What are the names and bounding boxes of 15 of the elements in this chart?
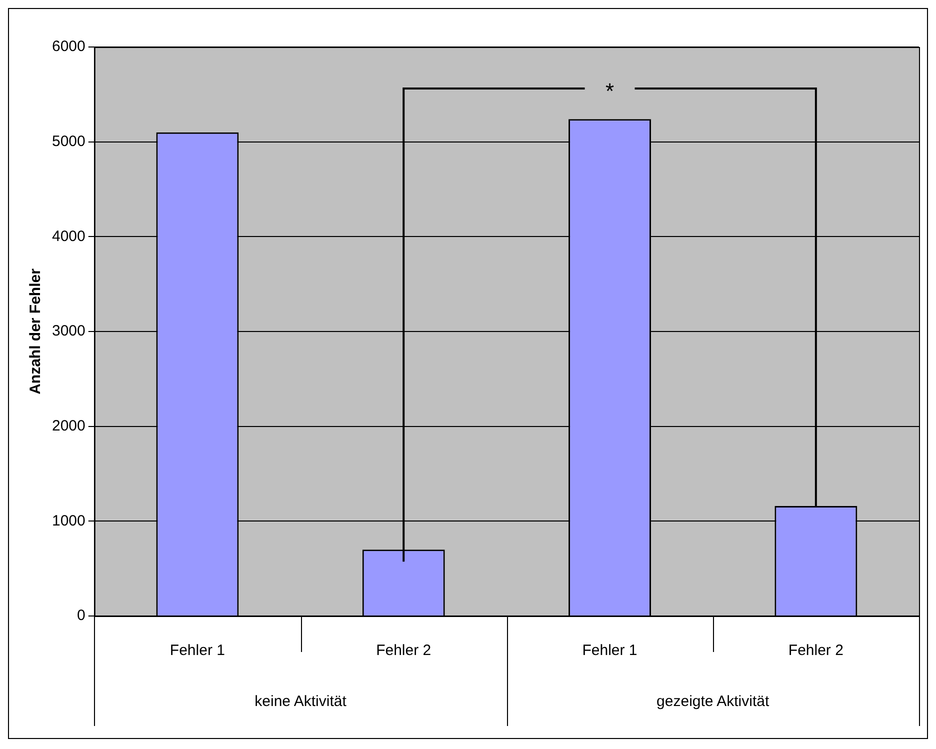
x-tick-label: Fehler 1 (170, 642, 225, 660)
y-tick-label: 3000 (52, 322, 86, 340)
y-tick-label: 5000 (52, 132, 86, 150)
annotation: * (605, 78, 614, 104)
x-tick-label: Fehler 2 (788, 642, 844, 660)
text: keine Aktivität (254, 693, 348, 710)
y-tick-label: 4000 (52, 228, 86, 245)
x-tick-label: Fehler 1 (582, 642, 638, 660)
y-axis-title: Anzahl der Fehler (27, 268, 44, 394)
y-tick-label: 1000 (52, 512, 86, 530)
y-tick-label: 6000 (52, 38, 86, 56)
x-tick-label: Fehler 2 (376, 642, 432, 660)
text: gezeigte Aktivität (656, 693, 770, 710)
y-tick-label: 0 (77, 607, 86, 624)
y-tick-label: 2000 (52, 417, 86, 434)
